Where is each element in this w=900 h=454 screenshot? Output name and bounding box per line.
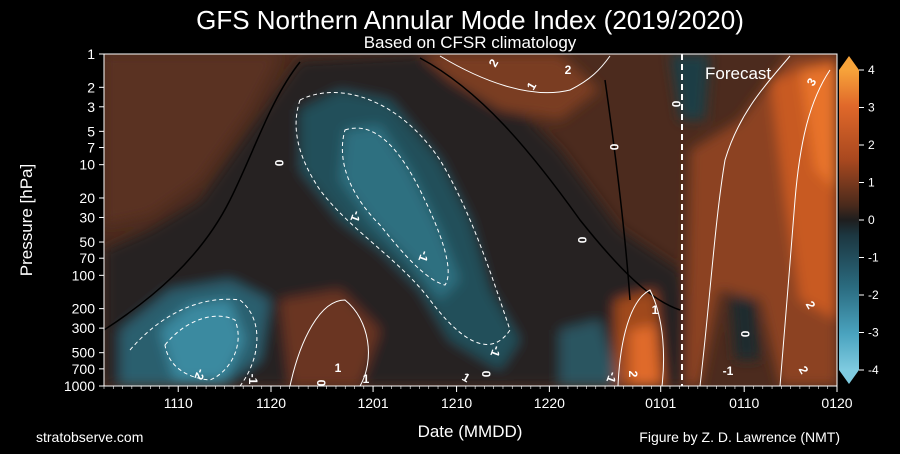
y-tick-label: 700: [72, 361, 96, 377]
contour-zero-3: [604, 79, 631, 301]
anomaly-field: [104, 54, 837, 386]
x-tick-label: 0110: [729, 395, 759, 411]
contour-label: -1: [603, 370, 620, 385]
x-tick-label: 1120: [256, 395, 286, 411]
contour-label: 1: [363, 372, 370, 386]
y-tick-label: 20: [79, 190, 95, 206]
positive-region-topleft: [104, 54, 280, 225]
y-tick-label: 10: [79, 157, 95, 173]
y-tick-label: 50: [79, 234, 95, 250]
contour-label: -2: [191, 367, 208, 382]
colorbar-tick-label: -2: [868, 288, 879, 302]
y-tick-label: 30: [79, 209, 95, 225]
colorbar-tick-label: 2: [868, 138, 875, 152]
x-axis: 1110 1120 1201 1210 1220 0101 0110 0120: [103, 386, 853, 411]
y-tick-label: 3: [87, 99, 95, 115]
plot-frame: [103, 53, 838, 387]
colorbar-bottom-arrow: [839, 370, 859, 384]
colorbar-top-arrow: [839, 56, 859, 70]
colorbar-tick-label: 0: [868, 213, 875, 227]
negative-region-core: [340, 125, 460, 300]
forecast-label: Forecast: [705, 64, 771, 83]
positive-region-forecast-peak: [800, 66, 837, 190]
contour-label: 1: [652, 303, 659, 317]
footer-credit: Figure by Z. D. Lawrence (NMT): [639, 429, 840, 445]
contour-label: 0: [314, 380, 328, 387]
contour-label: -1: [487, 344, 504, 359]
y-tick-label: 300: [72, 320, 96, 336]
contour-label: 2: [565, 63, 572, 77]
contour-pos1-forecast: [699, 55, 791, 386]
contour-label: 0: [669, 101, 683, 108]
x-tick-label: 1210: [441, 395, 472, 411]
x-tick-label: 0120: [821, 395, 852, 411]
positive-region-jan-core: [630, 325, 660, 386]
colorbar-tick-label: -1: [868, 251, 879, 265]
contour-pos1-jan: [617, 289, 665, 386]
colorbar-ticks: 4 3 2 1 0 -1 -2 -3 -4: [859, 63, 879, 377]
contour-pos1-top: [439, 55, 611, 94]
y-tick-label: 1000: [64, 378, 95, 394]
negative-region-jan: [560, 320, 620, 386]
contour-label: 0: [575, 237, 589, 244]
y-tick-label: 2: [87, 79, 95, 95]
x-tick-label: 0101: [645, 395, 676, 411]
x-tick-label: 1201: [357, 395, 388, 411]
contour-label: 0: [272, 160, 286, 167]
x-axis-label: Date (MMDD): [418, 422, 523, 441]
negative-region-lower-core: [160, 300, 245, 380]
contour-neg1-lower: [129, 298, 258, 386]
x-tick-label: 1110: [164, 395, 193, 411]
y-axis-label: Pressure [hPa]: [17, 164, 36, 276]
contour-label: -1: [415, 249, 432, 264]
negative-region-top: [670, 54, 710, 120]
contour-label: 0: [738, 331, 752, 338]
colorbar-tick-label: 3: [868, 101, 875, 115]
chart-subtitle: Based on CFSR climatology: [364, 33, 577, 52]
colorbar-tick-label: 1: [868, 176, 875, 190]
footer-source: stratobserve.com: [36, 429, 143, 445]
contour-pos1-mid: [289, 299, 369, 386]
contour-label: -1: [246, 374, 260, 385]
contour-label: -1: [347, 209, 364, 224]
y-tick-label: 200: [72, 301, 96, 317]
y-tick-label: 500: [72, 345, 96, 361]
y-tick-label: 70: [79, 250, 95, 266]
negative-region-0110: [730, 290, 760, 360]
chart-title: GFS Northern Annular Mode Index (2019/20…: [196, 5, 744, 35]
contour-label: 1: [335, 361, 342, 375]
colorbar-body: [839, 70, 859, 370]
contour-neg2-lower: [164, 315, 239, 381]
contour-pos2-forecast: [779, 69, 831, 386]
contour-label: -1: [723, 364, 734, 378]
colorbar-tick-label: -4: [868, 363, 879, 377]
x-tick-label: 1220: [534, 395, 565, 411]
y-tick-label: 7: [87, 140, 95, 156]
contour-label: 2: [626, 371, 640, 378]
contour-label: 0: [479, 371, 493, 378]
contour-label: 0: [607, 144, 621, 151]
y-tick-label: 100: [72, 267, 96, 283]
colorbar-tick-label: -3: [868, 326, 879, 340]
contour-neg1-inner: [341, 127, 449, 286]
colorbar-tick-label: 4: [868, 63, 875, 77]
positive-region-mid: [280, 290, 380, 386]
contour-zero-1: [104, 61, 301, 331]
y-tick-label: 1: [87, 46, 95, 62]
contour-lines: [104, 55, 831, 386]
colorbar: 4 3 2 1 0 -1 -2 -3 -4: [839, 56, 879, 384]
y-tick-label: 5: [87, 123, 95, 139]
